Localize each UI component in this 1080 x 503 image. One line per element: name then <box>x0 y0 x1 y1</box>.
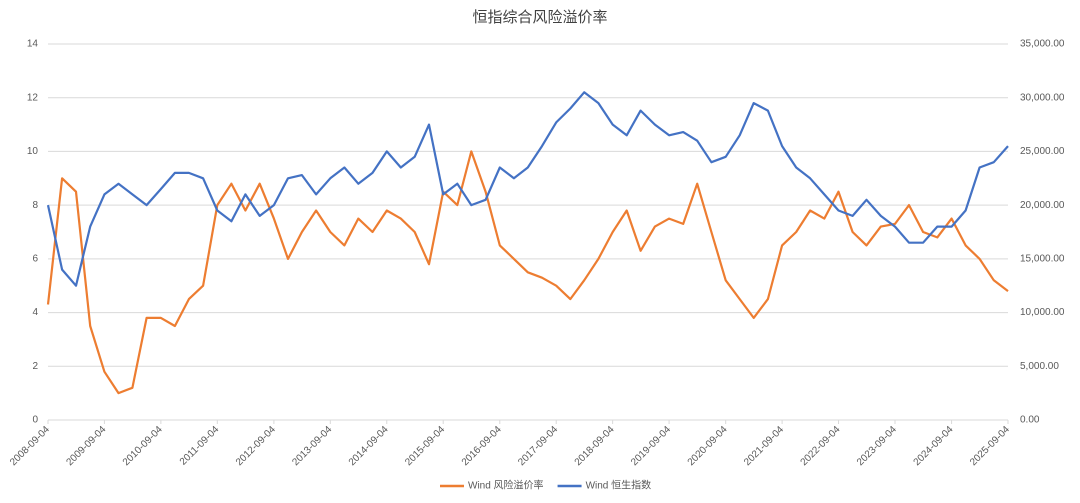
y2-tick-label: 35,000.00 <box>1020 39 1065 50</box>
y2-tick-label: 20,000.00 <box>1020 200 1065 211</box>
x-tick-label: 2015-09-04 <box>403 424 447 468</box>
x-tick-label: 2024-09-04 <box>912 424 956 468</box>
series-line <box>46 150 1009 395</box>
x-tick-label: 2012-09-04 <box>234 424 278 468</box>
y2-tick-label: 0.00 <box>1020 415 1040 426</box>
x-tick-label: 2023-09-04 <box>855 424 899 468</box>
y2-tick-label: 25,000.00 <box>1020 146 1065 157</box>
y-tick-label: 2 <box>32 361 38 372</box>
x-tick-label: 2018-09-04 <box>573 424 617 468</box>
x-tick-label: 2008-09-04 <box>8 424 52 468</box>
x-tick-label: 2022-09-04 <box>799 424 843 468</box>
y-tick-label: 6 <box>32 253 38 264</box>
y2-tick-label: 10,000.00 <box>1020 307 1065 318</box>
y-tick-label: 4 <box>32 307 38 318</box>
x-tick-label: 2020-09-04 <box>686 424 730 468</box>
legend-label: Wind 恒生指数 <box>586 479 652 492</box>
series-line <box>46 91 1009 287</box>
chart-title: 恒指综合风险溢价率 <box>472 9 607 26</box>
x-tick-label: 2009-09-04 <box>64 424 108 468</box>
x-tick-label: 2019-09-04 <box>629 424 673 468</box>
x-tick-label: 2017-09-04 <box>516 424 560 468</box>
legend-label: Wind 风险溢价率 <box>468 479 544 492</box>
y-tick-label: 14 <box>27 39 39 50</box>
x-tick-label: 2016-09-04 <box>460 424 504 468</box>
x-tick-label: 2013-09-04 <box>290 424 334 468</box>
y-tick-label: 12 <box>27 92 39 103</box>
x-tick-label: 2010-09-04 <box>121 424 165 468</box>
x-tick-label: 2011-09-04 <box>178 424 222 468</box>
y2-tick-label: 30,000.00 <box>1020 92 1065 103</box>
y-tick-label: 8 <box>32 200 38 211</box>
x-tick-label: 2021-09-04 <box>742 424 786 468</box>
x-tick-label: 2025-09-04 <box>968 424 1012 468</box>
x-tick-label: 2014-09-04 <box>347 424 391 468</box>
y-tick-label: 0 <box>32 415 38 426</box>
y2-tick-label: 5,000.00 <box>1020 361 1059 372</box>
y-tick-label: 10 <box>27 146 39 157</box>
y2-tick-label: 15,000.00 <box>1020 253 1065 264</box>
